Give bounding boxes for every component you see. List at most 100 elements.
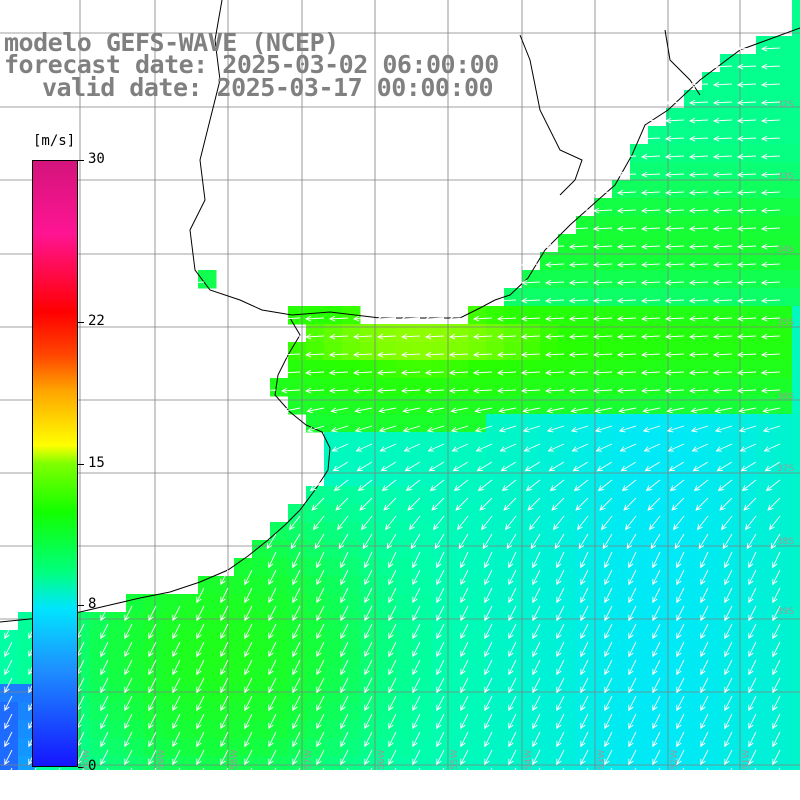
wind-arrow	[760, 261, 781, 268]
wind-speed-cell	[342, 648, 361, 667]
wind-speed-cell	[342, 360, 361, 379]
wind-arrow	[456, 515, 469, 531]
wind-speed-cell	[630, 288, 649, 307]
wind-speed-cell	[540, 738, 559, 757]
wind-arrow	[124, 659, 133, 676]
wind-speed-cell	[486, 360, 505, 379]
wind-speed-cell	[486, 594, 505, 613]
wind-speed-cell	[774, 126, 793, 145]
wind-arrow	[352, 387, 373, 394]
wind-arrow	[364, 569, 373, 586]
wind-speed-cell	[738, 126, 757, 145]
wind-speed-cell	[252, 684, 271, 703]
wind-arrow	[696, 515, 709, 531]
wind-speed-cell	[108, 666, 127, 685]
wind-speed-cell	[360, 450, 379, 469]
wind-speed-cell	[576, 360, 595, 379]
wind-arrow	[762, 407, 781, 414]
wind-arrow	[628, 551, 637, 569]
wind-speed-cell	[468, 378, 487, 397]
wind-arrow	[760, 387, 781, 394]
wind-arrow	[546, 407, 565, 414]
wind-speed-cell	[594, 558, 613, 577]
wind-arrow	[448, 369, 469, 376]
wind-arrow	[124, 731, 133, 748]
wind-speed-cell	[666, 684, 685, 703]
wind-speed-cell	[594, 702, 613, 721]
wind-speed-cell	[504, 522, 523, 541]
wind-speed-cell	[306, 504, 325, 523]
wind-speed-cell	[306, 522, 325, 541]
wind-speed-cell	[342, 558, 361, 577]
wind-speed-cell	[504, 648, 523, 667]
wind-speed-cell	[684, 648, 703, 667]
wind-arrow	[436, 677, 445, 694]
wind-arrow	[484, 623, 493, 640]
wind-arrow	[772, 569, 781, 586]
wind-speed-cell	[594, 594, 613, 613]
wind-speed-cell	[126, 738, 145, 757]
wind-speed-cell	[630, 162, 649, 181]
wind-arrow	[460, 731, 469, 748]
wind-speed-cell	[396, 378, 415, 397]
wind-arrow	[280, 387, 301, 394]
wind-speed-cell	[0, 666, 19, 685]
wind-arrow	[268, 659, 277, 676]
wind-speed-cell	[738, 216, 757, 235]
wind-arrow	[572, 461, 589, 472]
wind-speed-cell	[738, 324, 757, 343]
wind-arrow	[479, 497, 493, 511]
wind-speed-cell	[540, 702, 559, 721]
wind-speed-cell	[792, 198, 800, 217]
wind-arrow	[475, 443, 493, 452]
latitude-label: 34S	[776, 245, 794, 255]
wind-speed-cell	[378, 378, 397, 397]
wind-speed-cell	[180, 612, 199, 631]
wind-arrow	[532, 569, 541, 586]
wind-speed-cell	[648, 558, 667, 577]
wind-arrow	[412, 605, 421, 622]
wind-speed-cell	[720, 90, 739, 109]
wind-arrow	[693, 479, 709, 492]
wind-speed-cell	[558, 738, 577, 757]
wind-arrow	[688, 153, 709, 160]
wind-speed-cell	[504, 414, 523, 433]
wind-arrow	[676, 695, 685, 712]
wind-arrow	[376, 351, 397, 358]
wind-arrow	[340, 587, 349, 604]
wind-arrow	[244, 569, 253, 586]
wind-speed-cell	[396, 666, 415, 685]
wind-speed-cell	[450, 504, 469, 523]
wind-speed-cell	[0, 684, 19, 703]
wind-arrow	[364, 605, 373, 622]
wind-speed-cell	[702, 612, 721, 631]
wind-arrow	[720, 515, 733, 531]
wind-speed-cell	[306, 576, 325, 595]
wind-arrow	[628, 569, 637, 586]
wind-speed-cell	[414, 684, 433, 703]
wind-arrow	[508, 623, 517, 640]
wind-speed-cell	[702, 162, 721, 181]
wind-speed-cell	[720, 558, 739, 577]
wind-speed-cell	[792, 306, 800, 325]
wind-speed-cell	[162, 738, 181, 757]
wind-speed-cell	[504, 342, 523, 361]
wind-arrow	[712, 225, 733, 232]
wind-speed-cell	[324, 648, 343, 667]
wind-arrow	[220, 713, 229, 730]
wind-arrow	[244, 695, 253, 712]
wind-speed-cell	[756, 378, 775, 397]
wind-speed-cell	[648, 648, 667, 667]
wind-arrow	[388, 569, 397, 586]
wind-arrow	[316, 605, 325, 622]
wind-arrow	[768, 515, 781, 531]
colorbar-tick-mark	[78, 605, 84, 607]
wind-speed-cell	[414, 702, 433, 721]
wind-speed-cell	[486, 702, 505, 721]
wind-arrow	[556, 731, 565, 748]
wind-speed-cell	[720, 360, 739, 379]
wind-speed-cell	[684, 108, 703, 127]
wind-arrow	[544, 279, 565, 286]
wind-speed-cell	[360, 486, 379, 505]
wind-arrow	[523, 443, 541, 452]
